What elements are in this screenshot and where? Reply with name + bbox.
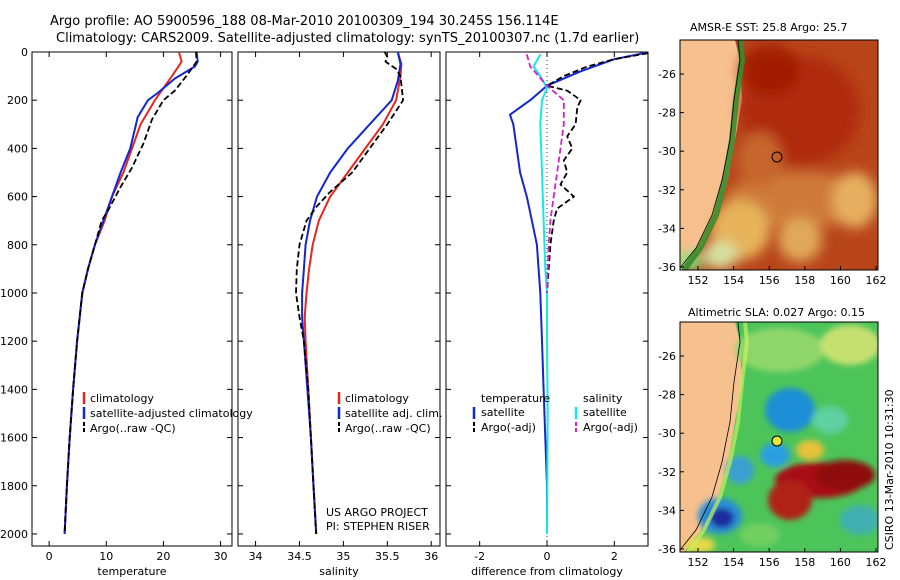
map-x-tick-label: 162 [866, 274, 887, 287]
legend-label-argo: Argo(..raw -QC) [90, 422, 176, 435]
map-x-tick-label: 162 [866, 556, 887, 569]
legend-label-climatology: climatology [90, 392, 154, 405]
x-tick-label: 10 [99, 550, 113, 563]
legend-label-satellite: satellite-adjusted climatology [90, 407, 253, 420]
map-sla-frame [679, 321, 879, 553]
series-line-temperature-argo-adj- [546, 52, 648, 342]
series-line-argo-raw-qc- [295, 52, 404, 535]
x-tick-label: 0 [544, 550, 551, 563]
x-tick-label: 0 [46, 550, 53, 563]
map-x-tick-label: 158 [794, 274, 815, 287]
legend-label-argo: Argo(..raw -QC) [345, 422, 431, 435]
x-tick-label: 35 [336, 550, 350, 563]
legend-header-temperature: temperature [481, 392, 550, 405]
credit-project: US ARGO PROJECT [326, 506, 428, 519]
map-y-tick-label: -34 [658, 504, 676, 517]
map-x-tick-label: 154 [723, 274, 744, 287]
map-sst-axes: 152 154 156 158 160 162 -26 -28 -30 -32 -34 -36 [658, 68, 886, 287]
legend-label-temp-argo: Argo(-adj) [481, 421, 536, 434]
legend-label-satellite: satellite adj. clim. [345, 407, 442, 420]
x-tick-label: -2 [474, 550, 485, 563]
legend-label-sal-satellite: satellite [583, 406, 627, 419]
legend-label-climatology: climatology [345, 392, 409, 405]
difference-legend: temperature satellite Argo(-adj) salinit… [472, 392, 638, 434]
x-tick-label: 36 [424, 550, 438, 563]
figure-title-line1: Argo profile: AO 5900596_188 08-Mar-2010… [50, 14, 559, 29]
map-x-tick-label: 152 [688, 556, 709, 569]
series-line-argo-raw-qc- [63, 52, 198, 535]
map-y-tick-label: -26 [658, 350, 676, 363]
y-tick-label: 1600 [0, 432, 28, 445]
series-line-salinity-argo-adj- [525, 54, 565, 294]
map-sst-title: AMSR-E SST: 25.8 Argo: 25.7 [690, 21, 848, 34]
y-tick-label: 800 [7, 239, 28, 252]
legend-header-salinity: salinity [583, 392, 623, 405]
series-line-salinity-satellite [532, 53, 549, 535]
x-tick-label: 34 [249, 550, 263, 563]
salinity-legend: climatology satellite adj. clim. Argo(..… [337, 392, 442, 435]
salinity-panel: 34 34.5 35 35.5 36 salinity [237, 51, 441, 578]
x-axis-label: salinity [319, 565, 359, 578]
y-tick-label: 1800 [0, 480, 28, 493]
y-tick-label: 400 [7, 142, 28, 155]
map-y-tick-label: -32 [658, 466, 676, 479]
series-line-satellite-adj-clim- [301, 52, 402, 535]
plot-frame [237, 51, 441, 547]
map-y-tick-label: -34 [658, 222, 676, 235]
temperature-legend: climatology satellite-adjusted climatolo… [82, 392, 253, 435]
y-tick-label: 1400 [0, 383, 28, 396]
map-y-tick-label: -36 [658, 543, 676, 556]
credit-pi: PI: STEPHEN RISER [326, 520, 430, 533]
y-tick-label: 600 [7, 191, 28, 204]
y-tick-label: 0 [21, 46, 28, 59]
y-tick-label: 200 [7, 94, 28, 107]
map-sla-axes: 152 154 156 158 160 162 -26 -28 -30 -32 -34 -36 [658, 350, 886, 569]
map-x-tick-label: 160 [830, 274, 851, 287]
map-sst-frame [679, 39, 879, 271]
legend-label-sal-argo: Argo(-adj) [583, 421, 638, 434]
map-sst-image [680, 40, 878, 270]
series-line-temperature-satellite [509, 52, 648, 534]
map-y-tick-label: -30 [658, 145, 676, 158]
map-y-tick-label: -28 [658, 389, 676, 402]
x-tick-label: 2 [611, 550, 618, 563]
map-x-tick-label: 158 [794, 556, 815, 569]
series-group [295, 52, 404, 535]
map-y-tick-label: -30 [658, 427, 676, 440]
series-group [63, 52, 199, 535]
map-y-tick-label: -26 [658, 68, 676, 81]
map-sla-title: Altimetric SLA: 0.027 Argo: 0.15 [688, 306, 865, 319]
map-x-tick-label: 152 [688, 274, 709, 287]
y-tick-label: 2000 [0, 528, 28, 541]
map-y-tick-label: -28 [658, 107, 676, 120]
series-group [509, 52, 648, 535]
figure-title-line2: Climatology: CARS2009. Satellite-adjuste… [56, 31, 639, 46]
map-x-tick-label: 154 [723, 556, 744, 569]
map-x-tick-label: 156 [759, 556, 780, 569]
map-y-tick-label: -32 [658, 184, 676, 197]
legend-label-temp-satellite: satellite [481, 406, 525, 419]
x-tick-label: 35.5 [375, 550, 400, 563]
argo-position-marker [771, 435, 783, 447]
map-sla-image [680, 322, 878, 552]
series-line-satellite-adjusted-climatology [63, 52, 199, 535]
map-y-tick-label: -36 [658, 261, 676, 274]
map-x-tick-label: 156 [759, 274, 780, 287]
map-x-tick-label: 160 [830, 556, 851, 569]
x-axis-label: difference from climatology [471, 565, 623, 578]
x-tick-label: 34.5 [287, 550, 312, 563]
y-tick-label: 1200 [0, 335, 28, 348]
plot-frame [31, 51, 233, 547]
difference-panel: -2 0 2 difference from climatology [445, 51, 649, 578]
x-tick-label: 20 [156, 550, 170, 563]
temperature-panel: 0 10 20 30 temperature 0 200 400 600 800 1000 1200 1… [0, 46, 233, 578]
x-tick-label: 30 [214, 550, 228, 563]
argo-position-marker [771, 151, 783, 163]
y-tick-label: 1000 [0, 287, 28, 300]
x-axis-label: temperature [97, 565, 166, 578]
side-stamp: CSIRO 13-Mar-2010 10:31:30 [883, 389, 896, 550]
